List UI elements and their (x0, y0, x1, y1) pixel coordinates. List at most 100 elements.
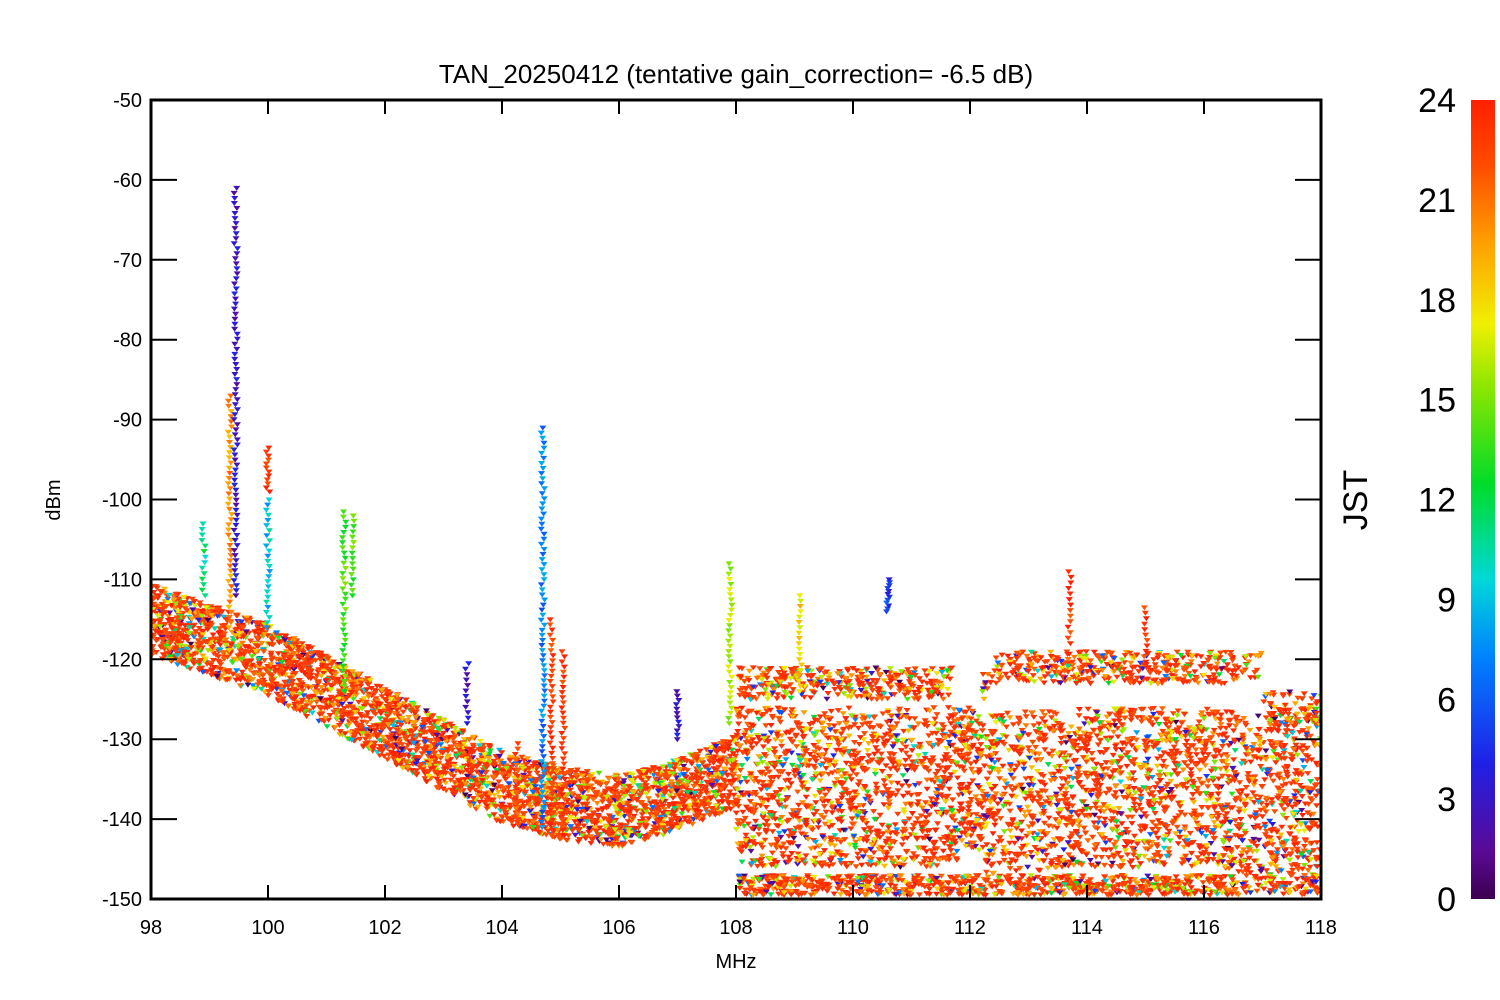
data-point (1000, 741, 1008, 747)
data-point (1208, 740, 1216, 746)
data-point (1210, 727, 1218, 733)
data-point (906, 716, 913, 722)
data-point (690, 783, 698, 789)
data-point (1004, 710, 1011, 716)
data-point (1255, 727, 1263, 733)
data-point (1021, 809, 1029, 815)
data-point (706, 812, 714, 818)
data-point (1044, 865, 1052, 871)
data-point (755, 826, 763, 832)
data-point (589, 787, 597, 792)
data-point (1301, 828, 1308, 834)
data-point (884, 710, 892, 716)
data-point (350, 696, 357, 702)
data-point (870, 850, 878, 856)
data-point (811, 749, 819, 755)
data-point (758, 856, 766, 862)
data-point (838, 774, 846, 780)
data-point (1258, 784, 1266, 789)
data-point (1015, 721, 1023, 727)
chart-title: TAN_20250412 (tentative gain_correction=… (439, 59, 1033, 89)
data-point (816, 843, 824, 849)
data-point (1028, 854, 1036, 860)
data-point (885, 802, 893, 808)
data-point (884, 805, 892, 811)
data-point (1048, 753, 1056, 759)
data-point (1203, 774, 1211, 779)
data-point (863, 789, 871, 795)
data-point (854, 782, 862, 788)
data-point (1238, 864, 1246, 870)
data-point (1042, 847, 1050, 853)
data-point (1119, 858, 1127, 864)
data-point (1192, 747, 1200, 753)
data-point (864, 748, 871, 754)
data-point (779, 851, 787, 857)
data-point (825, 788, 833, 794)
data-point (680, 763, 688, 769)
data-point (1154, 781, 1161, 787)
data-point (911, 782, 919, 788)
data-point (734, 748, 742, 754)
data-point (707, 749, 715, 755)
data-point (1195, 719, 1203, 725)
data-point (777, 834, 785, 840)
data-point (1087, 812, 1094, 818)
data-point (230, 639, 237, 644)
data-point (830, 723, 838, 729)
data-point (1127, 707, 1135, 713)
data-point (1102, 840, 1110, 846)
data-point (1258, 814, 1266, 820)
data-point (1024, 864, 1032, 870)
data-point (732, 810, 740, 816)
data-point (826, 727, 834, 733)
data-point (1172, 719, 1180, 725)
data-point (922, 864, 930, 870)
data-point (1252, 732, 1260, 738)
data-point (1132, 737, 1140, 743)
data-point (1041, 719, 1049, 725)
data-point (887, 766, 894, 772)
data-point (1223, 811, 1231, 817)
data-point (1100, 820, 1108, 826)
data-point (1109, 860, 1116, 866)
data-point (743, 779, 751, 785)
data-point (1223, 769, 1231, 775)
data-point (862, 821, 870, 827)
data-point (1174, 841, 1182, 847)
data-point (1061, 793, 1069, 799)
data-point (273, 691, 281, 697)
data-point (1075, 713, 1083, 719)
data-point (1165, 725, 1173, 731)
data-point (1149, 819, 1156, 825)
data-point (1288, 847, 1296, 853)
data-point (1151, 785, 1159, 791)
data-point (723, 761, 731, 767)
data-point (1217, 753, 1225, 759)
data-point (914, 816, 921, 822)
data-point (1247, 759, 1255, 765)
data-point (945, 755, 953, 761)
data-point (1082, 830, 1089, 836)
data-point (1001, 778, 1009, 784)
data-point (776, 719, 784, 725)
data-point (902, 744, 910, 750)
data-point (925, 812, 933, 818)
data-point (406, 748, 414, 754)
data-point (1078, 862, 1086, 868)
data-point (1207, 841, 1215, 846)
data-point (908, 748, 916, 754)
data-point (1123, 763, 1131, 769)
data-point (854, 725, 862, 731)
data-point (1197, 812, 1205, 818)
data-point (781, 707, 788, 713)
data-point (1002, 724, 1010, 730)
data-point (1007, 772, 1015, 778)
data-point (1090, 766, 1098, 772)
data-point (822, 809, 830, 815)
data-point (843, 864, 851, 870)
data-point (830, 753, 838, 759)
data-point (1242, 785, 1250, 790)
data-point (907, 792, 915, 798)
data-point (298, 685, 306, 691)
